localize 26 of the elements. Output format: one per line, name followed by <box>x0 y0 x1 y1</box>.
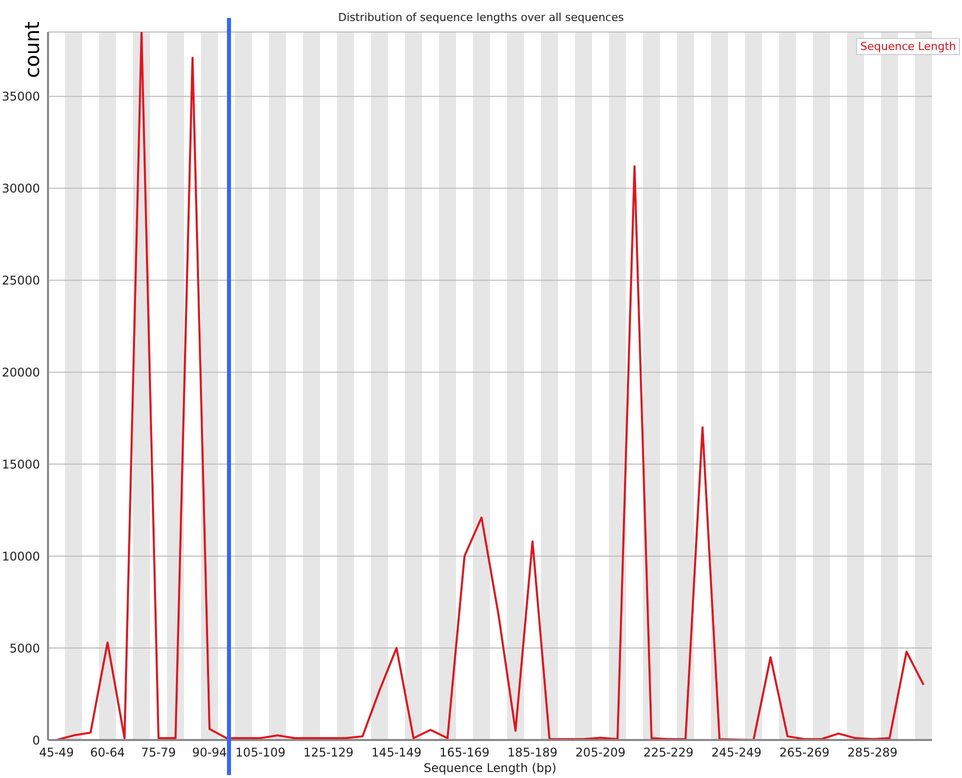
x-tick-label: 125-129 <box>303 746 354 760</box>
x-tick-label: 90-94 <box>192 746 227 760</box>
y-tick-label: 5000 <box>9 641 40 656</box>
chart-title: Distribution of sequence lengths over all sequences <box>338 11 624 24</box>
y-tick-label: 30000 <box>2 182 40 196</box>
x-tick-label: 185-189 <box>507 746 558 760</box>
x-tick-label: 225-229 <box>643 746 694 760</box>
y-axis-title: count <box>20 22 44 78</box>
x-tick-label: 285-289 <box>847 746 898 760</box>
y-tick-label: 15000 <box>2 457 40 472</box>
x-tick-label: 105-109 <box>235 746 286 760</box>
x-tick-label: 165-169 <box>439 746 490 760</box>
x-tick-label: 60-64 <box>90 746 125 760</box>
x-axis-title: Sequence Length (bp) <box>424 761 556 775</box>
y-tick-label: 25000 <box>2 274 40 288</box>
y-tick-label: 10000 <box>2 549 40 564</box>
x-tick-label: 265-269 <box>779 746 830 760</box>
text: Sequence Length <box>860 40 956 53</box>
x-tick-label: 205-209 <box>575 746 626 760</box>
x-tick-label: 45-49 <box>39 746 74 760</box>
x-tick-label: 245-249 <box>711 746 762 760</box>
y-tick-label: 0 <box>32 733 40 748</box>
x-tick-label: 75-79 <box>141 746 176 760</box>
y-tick-label: 20000 <box>2 365 40 380</box>
x-tick-label: 145-149 <box>371 746 422 760</box>
y-tick-label: 35000 <box>2 90 40 104</box>
